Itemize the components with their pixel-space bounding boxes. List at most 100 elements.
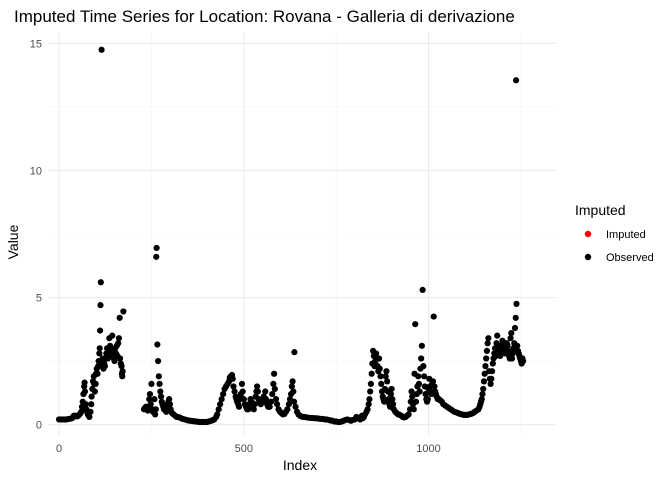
data-point <box>271 385 278 393</box>
data-point <box>115 340 122 347</box>
data-point <box>292 403 299 410</box>
data-point <box>387 390 394 398</box>
data-point <box>231 388 238 395</box>
data-point <box>424 396 431 403</box>
data-point <box>266 403 273 410</box>
data-point <box>154 341 161 348</box>
data-point <box>485 335 492 342</box>
data-point <box>284 406 291 413</box>
legend-title: Imputed <box>575 202 626 218</box>
data-point <box>239 388 246 395</box>
data-point <box>96 350 103 357</box>
data-point <box>148 380 155 388</box>
data-point <box>416 388 423 395</box>
data-point <box>269 390 276 398</box>
y-axis-label: Value <box>5 224 21 259</box>
data-point <box>215 406 222 413</box>
data-point <box>88 401 95 408</box>
data-point <box>146 390 154 398</box>
data-point <box>389 396 396 403</box>
y-tick-label: 0 <box>36 420 42 432</box>
data-point <box>218 396 225 403</box>
data-point <box>494 332 501 339</box>
data-point <box>86 413 93 421</box>
data-point <box>479 390 486 398</box>
data-point <box>120 308 127 315</box>
data-point <box>410 406 417 413</box>
data-point <box>272 396 280 403</box>
data-point <box>81 388 89 395</box>
data-point <box>412 398 420 405</box>
data-point <box>92 380 99 388</box>
data-point <box>377 373 384 380</box>
data-point <box>111 357 118 365</box>
data-point <box>366 396 373 403</box>
data-point <box>489 360 496 367</box>
data-point <box>492 352 499 360</box>
data-point <box>97 302 104 309</box>
data-point <box>94 370 101 377</box>
data-point <box>388 385 395 393</box>
data-point <box>268 398 275 405</box>
data-point <box>513 300 520 307</box>
data-point <box>82 401 89 408</box>
data-point <box>254 388 261 395</box>
x-tick-label: 0 <box>56 443 62 455</box>
data-point <box>96 345 103 352</box>
y-tick-label: 15 <box>30 38 42 50</box>
data-point <box>151 396 158 403</box>
data-point <box>482 363 489 370</box>
data-point <box>483 347 491 354</box>
data-point <box>154 357 162 365</box>
data-point <box>520 357 527 365</box>
data-point <box>488 375 495 382</box>
data-point <box>487 380 494 388</box>
legend: Imputed Imputed Observed <box>575 202 654 264</box>
data-point <box>365 401 372 408</box>
data-points <box>55 46 527 426</box>
legend-key-imputed <box>584 230 592 238</box>
data-point <box>484 340 491 347</box>
data-point <box>378 380 385 388</box>
data-point <box>478 396 485 403</box>
data-point <box>98 46 105 53</box>
data-point <box>166 396 173 403</box>
data-point <box>511 324 519 332</box>
data-point <box>364 406 371 413</box>
data-point <box>240 396 247 403</box>
data-point <box>271 370 278 377</box>
data-point <box>418 342 425 349</box>
data-point <box>488 368 496 375</box>
data-point <box>270 380 277 388</box>
data-point <box>480 378 488 385</box>
data-point <box>254 383 261 390</box>
data-point <box>217 401 224 408</box>
data-point <box>389 401 397 408</box>
x-tick-label: 1000 <box>416 443 440 455</box>
data-point <box>408 388 415 395</box>
data-point <box>291 349 298 356</box>
data-point <box>367 388 374 395</box>
data-point <box>155 373 162 380</box>
data-point <box>290 398 298 405</box>
data-point <box>156 380 163 388</box>
legend-label-observed: Observed <box>606 252 654 264</box>
data-point <box>152 406 159 413</box>
data-point <box>116 355 124 362</box>
data-point <box>109 332 116 339</box>
data-point <box>152 411 159 418</box>
data-point <box>273 401 281 408</box>
data-point <box>509 350 516 357</box>
data-point <box>431 383 438 390</box>
data-point <box>88 393 95 400</box>
data-point <box>288 383 295 390</box>
data-point <box>147 401 154 408</box>
data-point <box>97 279 104 286</box>
data-point <box>384 378 391 385</box>
data-point <box>421 373 428 380</box>
data-point <box>157 388 164 395</box>
data-point <box>375 355 383 362</box>
data-point <box>214 411 221 418</box>
data-point <box>376 365 383 372</box>
